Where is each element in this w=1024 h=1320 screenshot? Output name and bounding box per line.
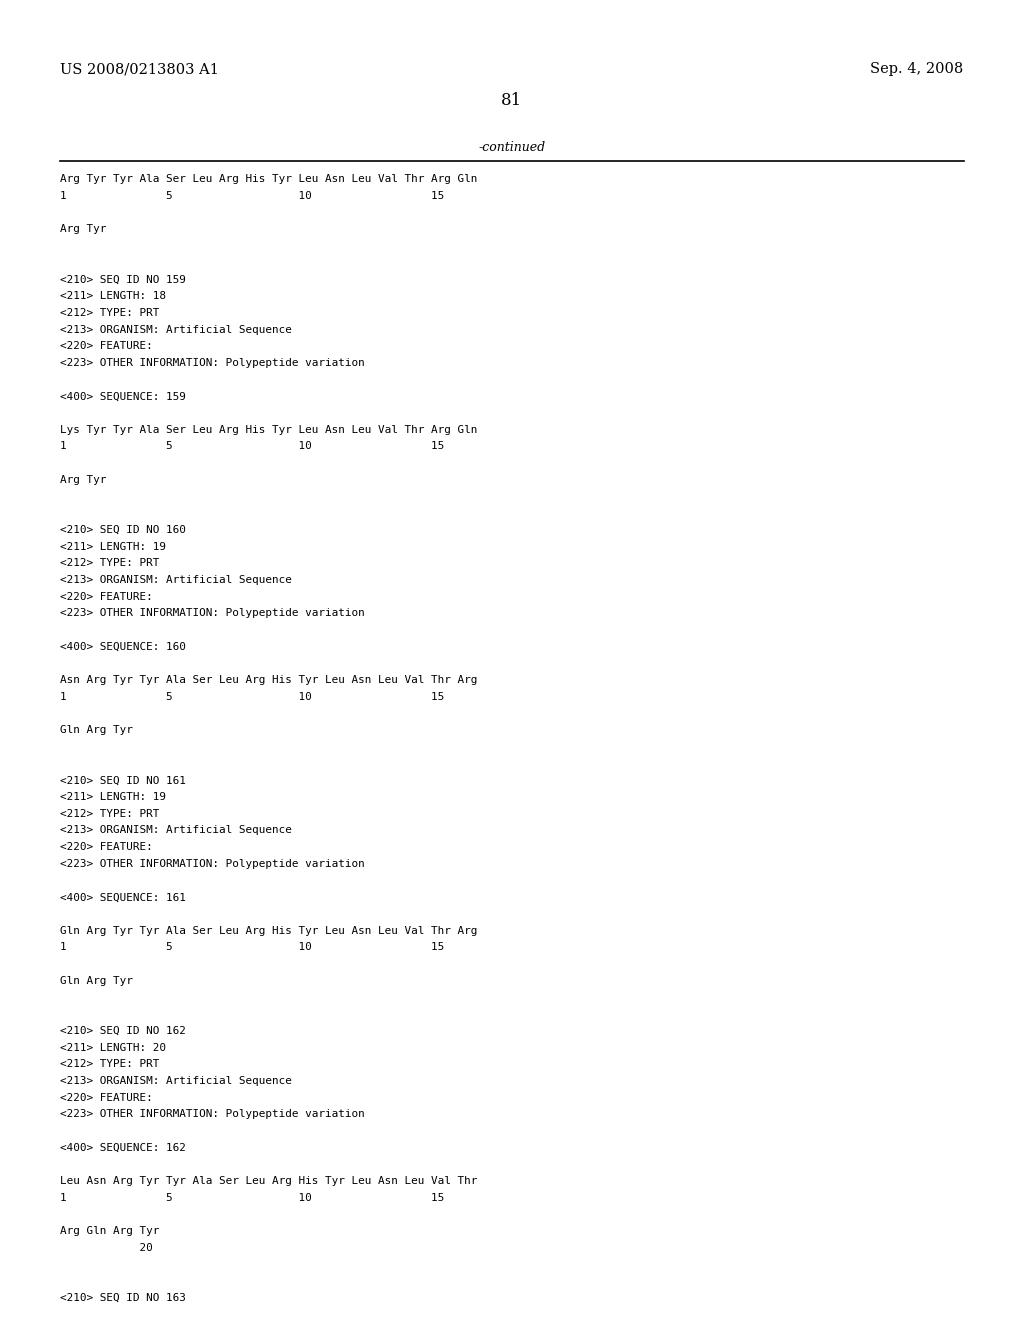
Text: Asn Arg Tyr Tyr Ala Ser Leu Arg His Tyr Leu Asn Leu Val Thr Arg: Asn Arg Tyr Tyr Ala Ser Leu Arg His Tyr … [60,676,478,685]
Text: <212> TYPE: PRT: <212> TYPE: PRT [60,558,160,569]
Text: <212> TYPE: PRT: <212> TYPE: PRT [60,809,160,818]
Text: Gln Arg Tyr: Gln Arg Tyr [60,725,133,735]
Text: <220> FEATURE:: <220> FEATURE: [60,341,154,351]
Text: <220> FEATURE:: <220> FEATURE: [60,842,154,853]
Text: 1               5                   10                  15: 1 5 10 15 [60,692,444,702]
Text: Lys Tyr Tyr Ala Ser Leu Arg His Tyr Leu Asn Leu Val Thr Arg Gln: Lys Tyr Tyr Ala Ser Leu Arg His Tyr Leu … [60,425,478,434]
Text: <211> LENGTH: 20: <211> LENGTH: 20 [60,1043,167,1052]
Text: <213> ORGANISM: Artificial Sequence: <213> ORGANISM: Artificial Sequence [60,576,292,585]
Text: <210> SEQ ID NO 160: <210> SEQ ID NO 160 [60,525,186,535]
Text: <210> SEQ ID NO 161: <210> SEQ ID NO 161 [60,775,186,785]
Text: <210> SEQ ID NO 162: <210> SEQ ID NO 162 [60,1026,186,1036]
Text: <213> ORGANISM: Artificial Sequence: <213> ORGANISM: Artificial Sequence [60,1076,292,1086]
Text: <223> OTHER INFORMATION: Polypeptide variation: <223> OTHER INFORMATION: Polypeptide var… [60,358,366,368]
Text: -continued: -continued [478,141,546,154]
Text: <211> LENGTH: 19: <211> LENGTH: 19 [60,541,167,552]
Text: Gln Arg Tyr: Gln Arg Tyr [60,975,133,986]
Text: Gln Arg Tyr Tyr Ala Ser Leu Arg His Tyr Leu Asn Leu Val Thr Arg: Gln Arg Tyr Tyr Ala Ser Leu Arg His Tyr … [60,925,478,936]
Text: 81: 81 [502,92,522,110]
Text: <400> SEQUENCE: 162: <400> SEQUENCE: 162 [60,1143,186,1152]
Text: <212> TYPE: PRT: <212> TYPE: PRT [60,308,160,318]
Text: <213> ORGANISM: Artificial Sequence: <213> ORGANISM: Artificial Sequence [60,325,292,334]
Text: <400> SEQUENCE: 159: <400> SEQUENCE: 159 [60,391,186,401]
Text: <400> SEQUENCE: 160: <400> SEQUENCE: 160 [60,642,186,652]
Text: <210> SEQ ID NO 163: <210> SEQ ID NO 163 [60,1294,186,1303]
Text: 1               5                   10                  15: 1 5 10 15 [60,1193,444,1203]
Text: <210> SEQ ID NO 159: <210> SEQ ID NO 159 [60,275,186,284]
Text: Arg Gln Arg Tyr: Arg Gln Arg Tyr [60,1226,160,1237]
Text: <223> OTHER INFORMATION: Polypeptide variation: <223> OTHER INFORMATION: Polypeptide var… [60,1109,366,1119]
Text: <220> FEATURE:: <220> FEATURE: [60,591,154,602]
Text: <211> LENGTH: 19: <211> LENGTH: 19 [60,792,167,803]
Text: 1               5                   10                  15: 1 5 10 15 [60,191,444,201]
Text: Arg Tyr: Arg Tyr [60,475,106,484]
Text: Arg Tyr Tyr Ala Ser Leu Arg His Tyr Leu Asn Leu Val Thr Arg Gln: Arg Tyr Tyr Ala Ser Leu Arg His Tyr Leu … [60,174,478,185]
Text: <400> SEQUENCE: 161: <400> SEQUENCE: 161 [60,892,186,903]
Text: <213> ORGANISM: Artificial Sequence: <213> ORGANISM: Artificial Sequence [60,825,292,836]
Text: <223> OTHER INFORMATION: Polypeptide variation: <223> OTHER INFORMATION: Polypeptide var… [60,859,366,869]
Text: Arg Tyr: Arg Tyr [60,224,106,235]
Text: <211> LENGTH: 18: <211> LENGTH: 18 [60,292,167,301]
Text: 1               5                   10                  15: 1 5 10 15 [60,942,444,952]
Text: <220> FEATURE:: <220> FEATURE: [60,1093,154,1102]
Text: <223> OTHER INFORMATION: Polypeptide variation: <223> OTHER INFORMATION: Polypeptide var… [60,609,366,618]
Text: <212> TYPE: PRT: <212> TYPE: PRT [60,1059,160,1069]
Text: Sep. 4, 2008: Sep. 4, 2008 [870,62,964,77]
Text: 20: 20 [60,1243,154,1253]
Text: US 2008/0213803 A1: US 2008/0213803 A1 [60,62,219,77]
Text: Leu Asn Arg Tyr Tyr Ala Ser Leu Arg His Tyr Leu Asn Leu Val Thr: Leu Asn Arg Tyr Tyr Ala Ser Leu Arg His … [60,1176,478,1187]
Text: 1               5                   10                  15: 1 5 10 15 [60,441,444,451]
